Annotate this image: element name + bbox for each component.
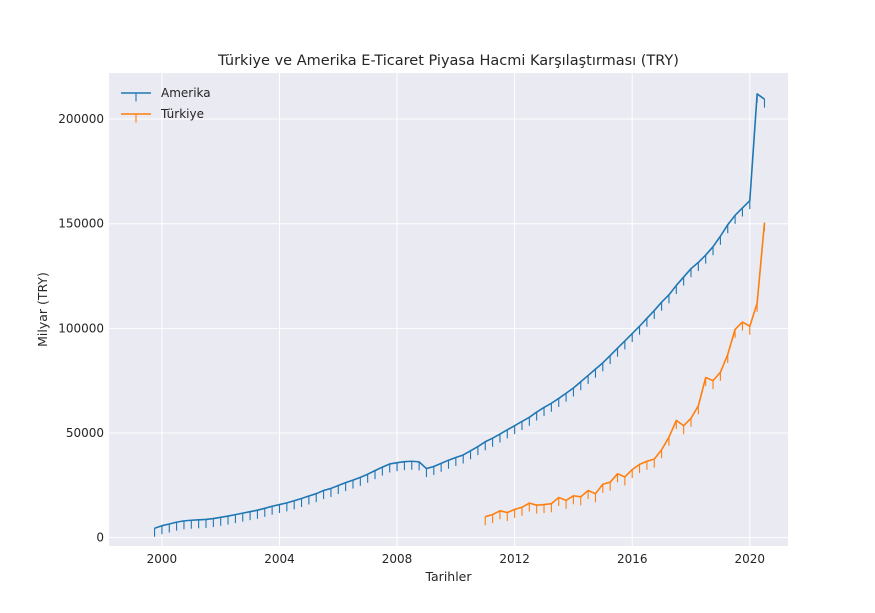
- y-axis-label: Milyar (TRY): [35, 272, 50, 347]
- y-tick-label: 200000: [58, 112, 104, 126]
- y-tick-label: 0: [96, 531, 104, 545]
- series-t-rkiye: [484, 222, 766, 526]
- x-tick-label: 2008: [382, 552, 413, 566]
- y-tick-label: 150000: [58, 217, 104, 231]
- y-tick-label: 100000: [58, 321, 104, 335]
- x-tick-label: 2012: [499, 552, 530, 566]
- x-axis-label: Tarihler: [424, 569, 472, 584]
- series-line-t-rkiye: [485, 222, 766, 518]
- x-tick-label: 2004: [264, 552, 295, 566]
- x-axis-ticks: 2000 2004 2008 2012 2016 2020: [147, 552, 765, 566]
- legend-label: Türkiye: [160, 107, 204, 121]
- series-amerika: [154, 93, 766, 537]
- series-layer: [154, 93, 766, 537]
- plot-area: [109, 73, 788, 546]
- legend-item-amerika: Amerika: [121, 86, 211, 102]
- gridlines: [109, 73, 788, 546]
- legend: Amerika Türkiye: [121, 86, 211, 123]
- y-axis-ticks: 0 50000 100000 150000 200000: [58, 112, 104, 545]
- chart-title: Türkiye ve Amerika E-Ticaret Piyasa Hacm…: [217, 53, 679, 69]
- series-line-amerika: [154, 93, 765, 529]
- x-tick-label: 2020: [735, 552, 766, 566]
- x-tick-label: 2016: [617, 552, 648, 566]
- legend-item-t-rkiye: Türkiye: [121, 107, 204, 123]
- legend-label: Amerika: [161, 86, 211, 100]
- y-tick-label: 50000: [66, 426, 104, 440]
- x-tick-label: 2000: [147, 552, 178, 566]
